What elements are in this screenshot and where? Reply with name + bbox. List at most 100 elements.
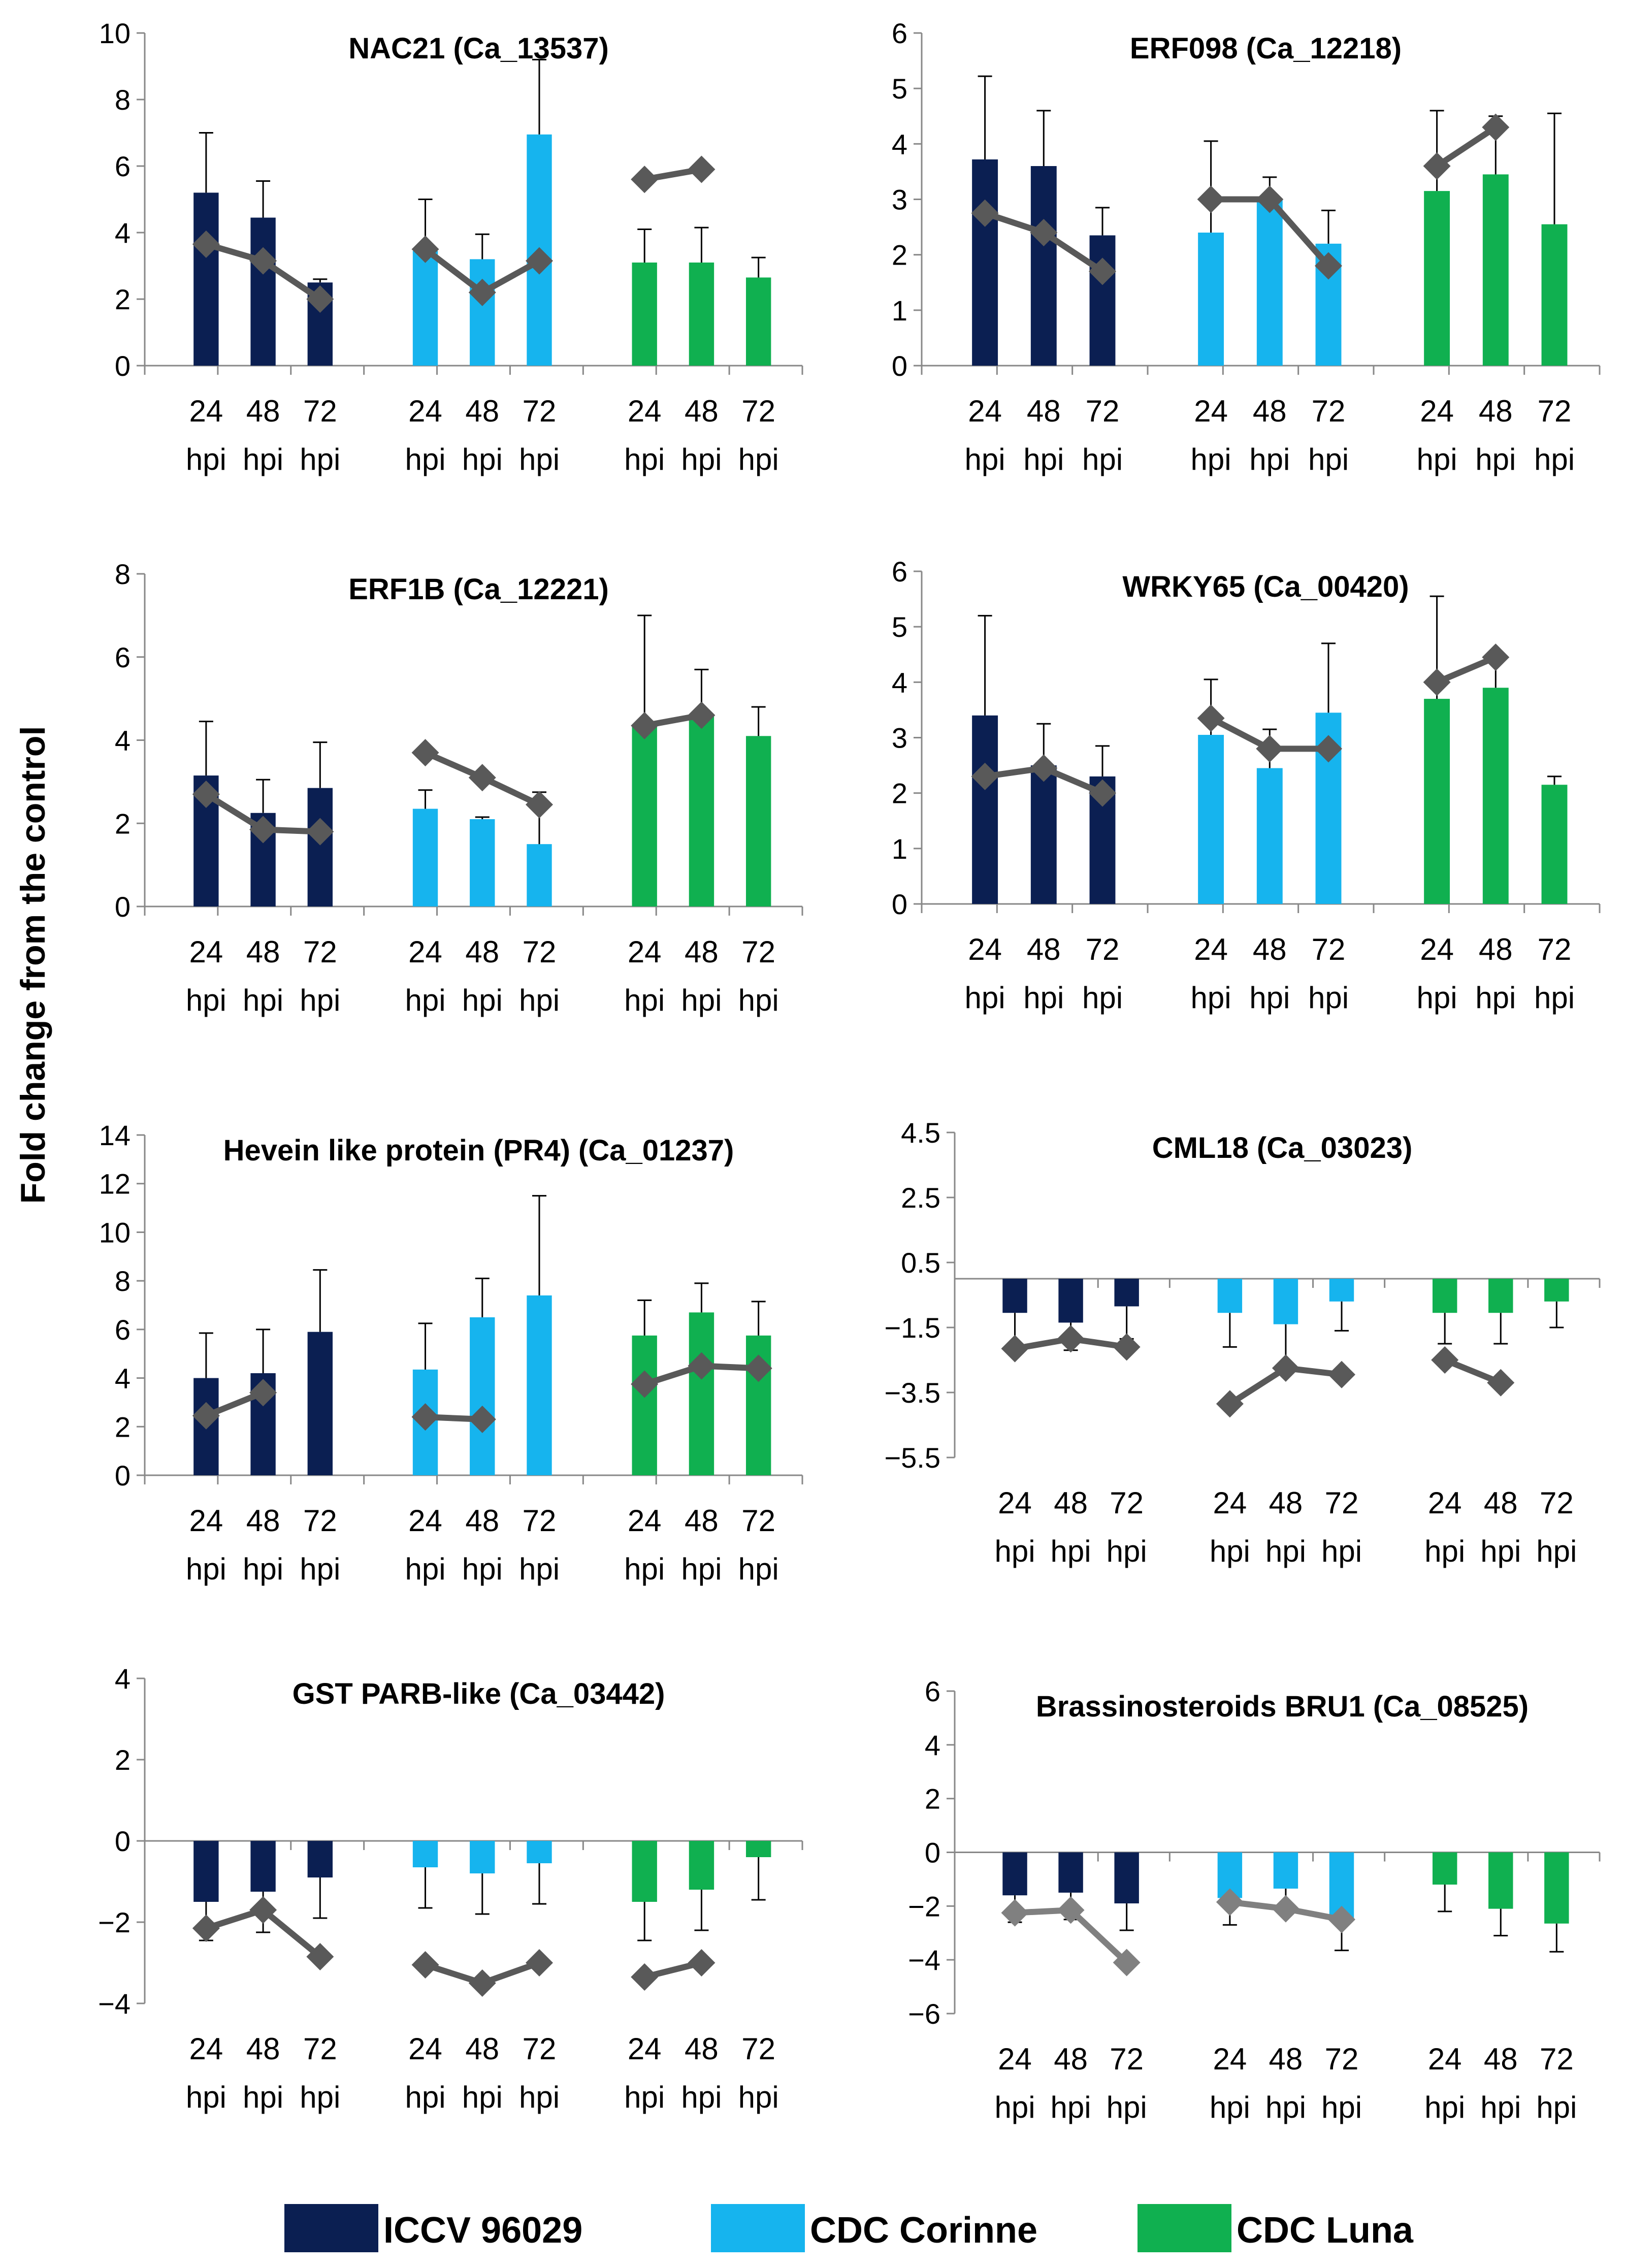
x-tick-label-unit: hpi: [462, 2080, 503, 2114]
chart-panel-6: 4.5 2.5 0.5 −1.5 −3.5 −5.5 CML18 (Ca_03023) 24 h…: [884, 1117, 1601, 1568]
line-marker: [1482, 643, 1510, 671]
x-tick-label-unit: hpi: [994, 1534, 1035, 1568]
bar: [1058, 1852, 1083, 1893]
bar: [470, 259, 495, 366]
y-tick-label: −4: [908, 1944, 940, 1976]
y-tick-label: 6: [892, 556, 907, 588]
x-tick-label-unit: hpi: [186, 2080, 226, 2114]
x-tick-label: 72: [741, 1504, 775, 1538]
x-tick-label-unit: hpi: [1249, 981, 1290, 1015]
y-tick-label: 4: [115, 725, 131, 757]
legend: ICCV 96029 CDC Corinne CDC Luna: [284, 2204, 1414, 2252]
line-marker: [1328, 1360, 1355, 1388]
y-axis-label: Fold change from the control: [14, 726, 52, 1204]
chart-panel-4: 0 1 2 3 4 5 6 WRKY65 (Ca_00420) 24 hpi 48 hpi 72 hpi 2…: [892, 556, 1601, 1015]
line-marker: [1256, 185, 1284, 213]
bar: [1482, 174, 1509, 366]
x-tick-label-unit: hpi: [462, 442, 503, 476]
bar: [1030, 166, 1057, 366]
line-marker: [1057, 1896, 1085, 1924]
x-tick-label-unit: hpi: [1480, 2090, 1521, 2124]
line-marker: [688, 1949, 716, 1977]
y-tick-label: 0: [892, 350, 907, 382]
x-tick-label: 72: [1110, 1486, 1144, 1520]
x-tick-label: 24: [408, 1504, 442, 1538]
x-tick-label-unit: hpi: [1417, 981, 1457, 1015]
bar: [1256, 768, 1283, 904]
x-tick-label-unit: hpi: [1082, 981, 1123, 1015]
x-tick-label: 72: [1540, 1486, 1574, 1520]
bar: [1198, 735, 1224, 904]
x-tick-label-unit: hpi: [624, 442, 665, 476]
x-tick-label: 72: [523, 935, 557, 969]
x-tick-label: 48: [1484, 2042, 1518, 2076]
x-tick-label-unit: hpi: [300, 2080, 340, 2114]
x-tick-label: 48: [246, 1504, 280, 1538]
chart-panel-7: 4 2 0 −2 −4 GST PARB-like (Ca_03442) 24 hpi 48 hp…: [98, 1663, 803, 2114]
x-tick-label-unit: hpi: [681, 983, 722, 1017]
y-tick-label: 6: [892, 17, 907, 49]
x-tick-label: 48: [1269, 2042, 1303, 2076]
y-tick-label: −4: [98, 1988, 131, 2020]
y-tick-label: 0: [115, 1825, 131, 1857]
y-tick-label: 8: [115, 84, 131, 116]
bar: [632, 1335, 657, 1475]
y-tick-label: 3: [892, 722, 907, 754]
x-tick-label-unit: hpi: [519, 442, 560, 476]
bar: [972, 715, 998, 904]
bar: [1002, 1279, 1027, 1313]
bar: [1544, 1852, 1569, 1924]
y-tick-label: 0: [892, 888, 907, 920]
bar: [1198, 233, 1224, 366]
x-tick-label-unit: hpi: [300, 983, 340, 1017]
line-segment: [422, 246, 485, 296]
bar: [412, 808, 438, 906]
line-segment: [1067, 1907, 1130, 1966]
bar: [250, 1841, 276, 1892]
line-segment: [1208, 715, 1273, 752]
x-tick-label: 24: [968, 394, 1002, 428]
bar: [1273, 1852, 1298, 1889]
bar: [470, 819, 495, 906]
x-tick-label: 48: [246, 2032, 280, 2066]
line-marker: [1315, 252, 1342, 280]
line-marker: [192, 230, 220, 258]
line-marker: [1431, 1346, 1459, 1374]
line-segment: [1434, 654, 1499, 686]
y-tick-label: −2: [98, 1906, 131, 1938]
y-tick-label: 0: [115, 350, 131, 382]
x-tick-label: 72: [1312, 394, 1346, 428]
line-segment: [479, 257, 542, 296]
x-tick-label: 24: [968, 932, 1002, 966]
line-marker: [1423, 668, 1451, 696]
x-tick-label: 48: [1054, 1486, 1088, 1520]
y-tick-label: 6: [925, 1675, 940, 1707]
line-marker: [526, 247, 553, 275]
x-tick-label-unit: hpi: [965, 442, 1005, 476]
legend-label: ICCV 96029: [383, 2210, 582, 2251]
x-tick-label-unit: hpi: [405, 442, 445, 476]
y-tick-label: 8: [115, 1265, 131, 1297]
line-marker: [971, 762, 999, 790]
y-tick-label: 4.5: [901, 1117, 940, 1149]
x-tick-label-unit: hpi: [519, 2080, 560, 2114]
bar: [1114, 1852, 1139, 1904]
line-segment: [203, 791, 267, 833]
y-tick-label: 2: [115, 283, 131, 315]
x-tick-label-unit: hpi: [738, 442, 779, 476]
x-tick-label: 72: [741, 394, 775, 428]
x-tick-label-unit: hpi: [1265, 1534, 1306, 1568]
x-tick-label: 72: [523, 2032, 557, 2066]
x-tick-label: 72: [1325, 1486, 1359, 1520]
x-tick-label-unit: hpi: [965, 981, 1005, 1015]
y-tick-label: 4: [892, 128, 907, 160]
y-tick-label: 0: [115, 891, 131, 923]
line-marker: [1272, 1354, 1299, 1382]
x-tick-label: 72: [523, 1504, 557, 1538]
x-tick-label-unit: hpi: [1051, 1534, 1091, 1568]
line-marker: [192, 1402, 220, 1430]
bar: [745, 736, 771, 906]
x-tick-label-unit: hpi: [1023, 442, 1064, 476]
